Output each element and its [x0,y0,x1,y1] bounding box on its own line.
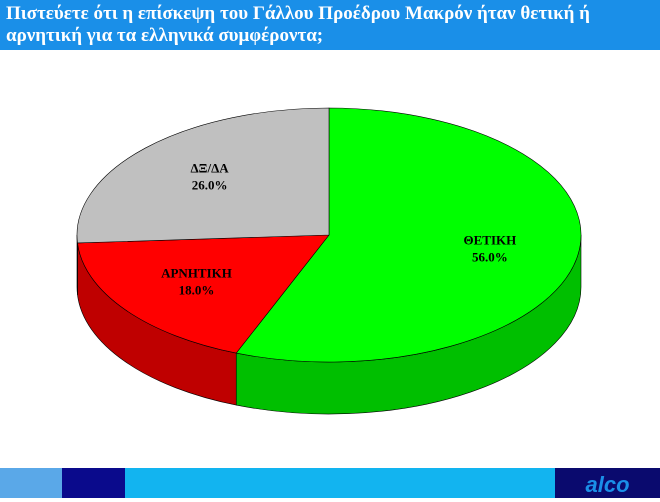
footer-block [0,468,62,498]
footer: alco [0,468,660,498]
logo: alco [555,468,660,498]
value-label: 56.0% [472,249,508,264]
slice [77,108,329,243]
slice-label: ΘΕΤΙΚΗ [464,232,517,247]
chart-title: Πιστεύετε ότι η επίσκεψη του Γάλλου Προέ… [0,0,660,50]
slice-label: ΑΡΝΗΤΙΚΗ [161,266,232,281]
chart: ΘΕΤΙΚΗ 56.0% ΑΡΝΗΤΙΚΗ 18.0% ΔΞ/ΔΑ 26.0% [0,50,660,468]
footer-block [125,468,555,498]
slice-label: ΔΞ/ΔΑ [191,160,230,175]
footer-block [62,468,125,498]
value-label: 18.0% [179,283,215,298]
value-label: 26.0% [192,177,228,192]
